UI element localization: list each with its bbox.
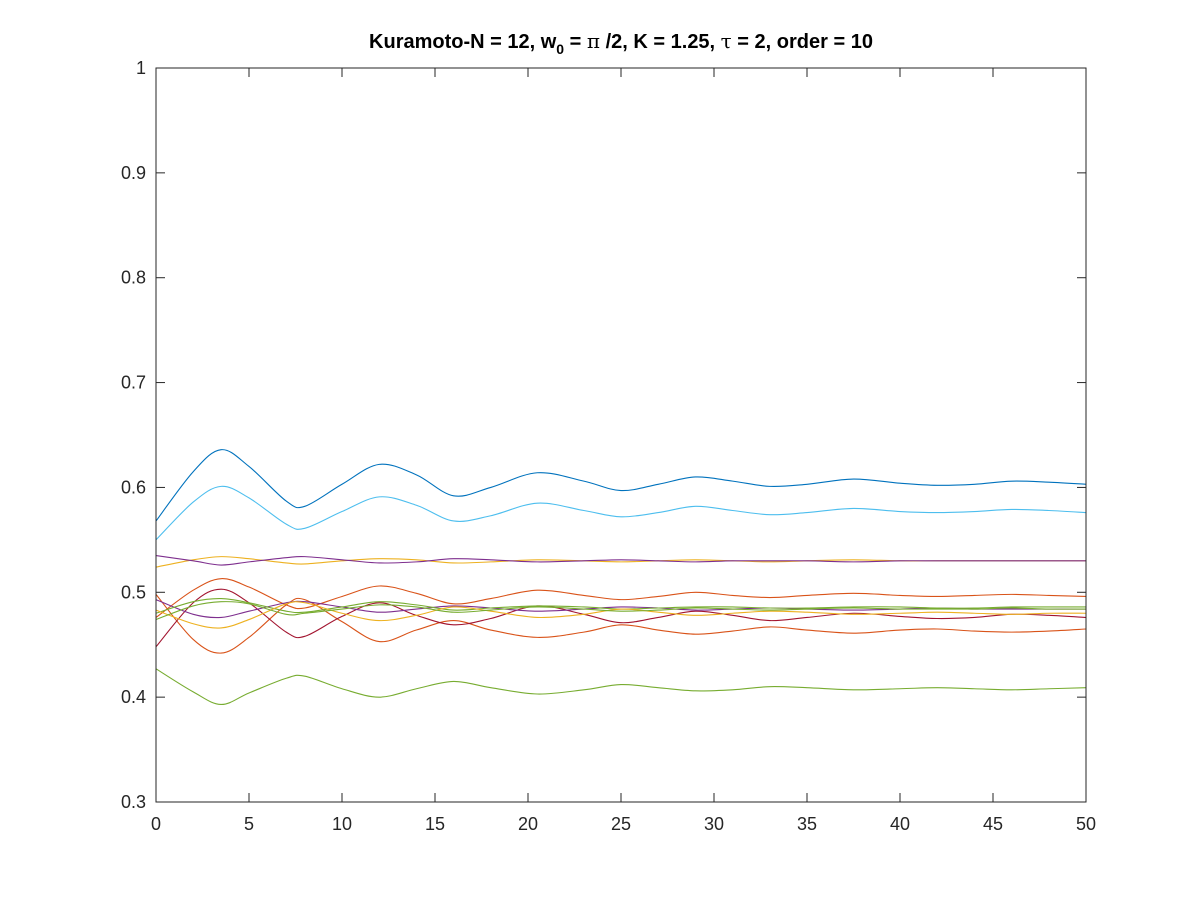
x-tick-label: 45 [983, 814, 1003, 834]
series-line-5 [155, 578, 1087, 618]
y-tick-label: 0.7 [121, 373, 146, 393]
x-tick-label: 10 [332, 814, 352, 834]
y-tick-label: 0.3 [121, 792, 146, 812]
plot-area [156, 68, 1086, 802]
tick-layer: 0 5 10 15 20 25 30 35 40 45 50 0.3 0.4 0.5 0.6 0.7 0.8 0.… [121, 58, 1096, 834]
series-layer [155, 449, 1087, 706]
x-tick-label: 20 [518, 814, 538, 834]
y-tick-label: 0.8 [121, 268, 146, 288]
x-tick-label: 0 [151, 814, 161, 834]
series-line-2 [155, 485, 1087, 541]
y-tick-label: 0.6 [121, 477, 146, 497]
series-line-12 [155, 668, 1087, 706]
x-tick-label: 40 [890, 814, 910, 834]
series-line-1 [155, 449, 1087, 522]
y-tick-label: 0.5 [121, 582, 146, 602]
y-tick-label: 1 [136, 58, 146, 78]
x-tick-label: 35 [797, 814, 817, 834]
x-tick-label: 50 [1076, 814, 1096, 834]
x-tick-label: 15 [425, 814, 445, 834]
x-tick-label: 25 [611, 814, 631, 834]
series-line-10 [155, 601, 1087, 629]
y-tick-label: 0.4 [121, 687, 146, 707]
series-line-9 [155, 598, 1086, 614]
x-tick-label: 5 [244, 814, 254, 834]
y-tick-label: 0.9 [121, 163, 146, 183]
series-line-7 [155, 588, 1087, 648]
axes-box [155, 67, 1087, 803]
x-tick-label: 30 [704, 814, 724, 834]
series-line-11 [155, 601, 1087, 621]
series-line-4 [155, 555, 1086, 566]
chart-title: Kuramoto-N = 12, w0 = π /2, K = 1.25, τ … [369, 29, 873, 57]
